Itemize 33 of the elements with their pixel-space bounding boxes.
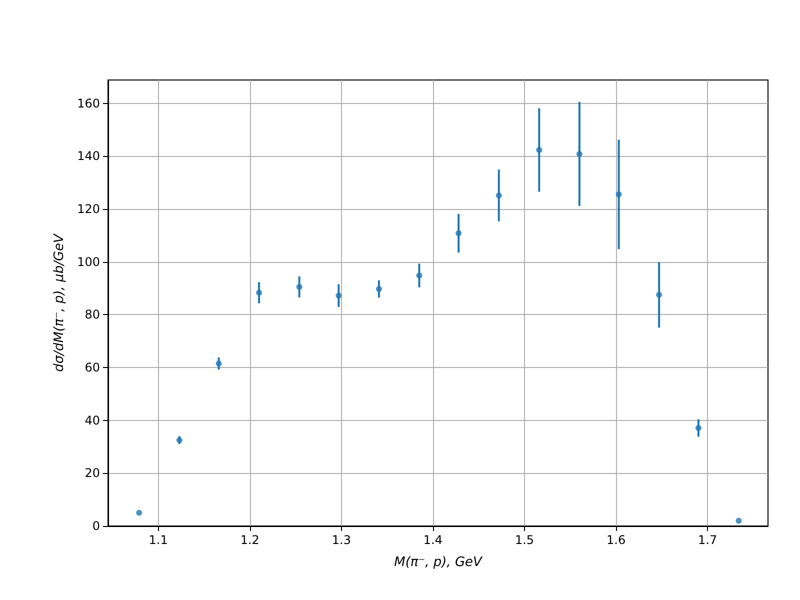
x-tick-label: 1.2 bbox=[240, 533, 260, 547]
point bbox=[376, 286, 382, 292]
point bbox=[536, 147, 542, 154]
point bbox=[496, 192, 502, 198]
point bbox=[616, 191, 622, 198]
x-tick-label: 1.5 bbox=[514, 533, 534, 547]
x-axis-title: M(π⁻, p), GeV bbox=[394, 555, 484, 570]
point bbox=[416, 272, 422, 279]
y-tick-label: 120 bbox=[77, 202, 100, 216]
y-tick-label: 60 bbox=[84, 360, 100, 374]
point bbox=[216, 360, 222, 367]
y-tick-label: 20 bbox=[84, 466, 100, 480]
point bbox=[576, 150, 582, 157]
y-tick-label: 100 bbox=[77, 254, 100, 269]
y-axis-title: dσ/dM(π⁻, p), μb/GeV bbox=[52, 232, 67, 372]
point bbox=[736, 518, 742, 524]
y-tick-label: 80 bbox=[84, 308, 100, 322]
point bbox=[256, 290, 262, 296]
point bbox=[336, 292, 342, 299]
y-tick-label: 40 bbox=[84, 413, 100, 428]
point bbox=[695, 424, 702, 431]
point bbox=[656, 292, 662, 298]
point bbox=[456, 230, 462, 236]
x-tick-label: 1.7 bbox=[698, 533, 718, 547]
y-tick-label: 0 bbox=[92, 519, 100, 533]
point bbox=[296, 284, 302, 290]
x-tick-label: 1.4 bbox=[423, 533, 443, 547]
x-tick-label: 1.3 bbox=[332, 533, 351, 547]
point bbox=[136, 510, 142, 516]
y-tick-label: 140 bbox=[77, 149, 100, 164]
x-tick-label: 1.1 bbox=[148, 533, 168, 547]
y-tick-label: 160 bbox=[77, 96, 100, 110]
x-tick-label: 1.6 bbox=[606, 533, 626, 547]
